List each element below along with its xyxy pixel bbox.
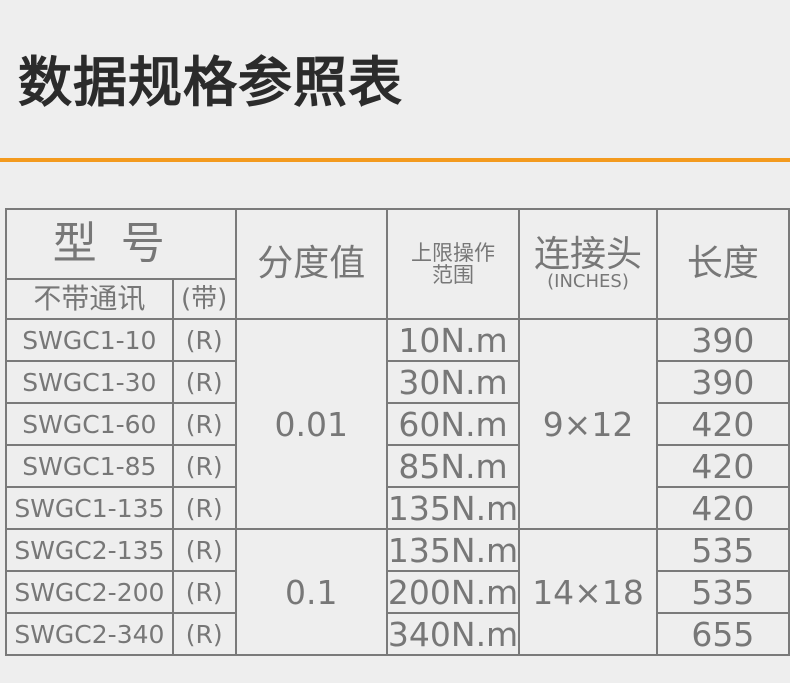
connector-cell: 9×12 [518, 318, 658, 530]
accent-divider [0, 158, 790, 162]
header-range: 上限操作 范围 [385, 208, 521, 320]
model-cell: SWGC2-135 [5, 528, 174, 572]
suffix-cell: (R) [171, 612, 237, 656]
table-row: SWGC1-30 (R) 30N.m 390 [5, 360, 790, 404]
model-cell: SWGC1-60 [5, 402, 174, 446]
table-row: SWGC2-200 (R) 200N.m 535 [5, 570, 790, 614]
connector-cell: 14×18 [518, 528, 658, 656]
range-cell: 60N.m [385, 402, 521, 446]
header-model-no-comm: 不带通讯 [5, 278, 174, 320]
table-row: SWGC2-135 (R) 0.1 135N.m 14×18 535 [5, 528, 790, 656]
range-cell: 340N.m [385, 612, 521, 656]
range-cell: 30N.m [385, 360, 521, 404]
resolution-cell: 0.01 [234, 318, 388, 530]
model-cell: SWGC2-200 [5, 570, 174, 614]
resolution-cell: 0.1 [234, 528, 388, 656]
suffix-cell: (R) [171, 360, 237, 404]
length-cell: 420 [655, 486, 790, 530]
page-title: 数据规格参照表 [18, 51, 403, 114]
range-cell: 10N.m [385, 318, 521, 362]
table-row: SWGC1-135 (R) 135N.m 420 [5, 486, 790, 530]
length-cell: 390 [655, 318, 790, 362]
model-cell: SWGC1-10 [5, 318, 174, 362]
model-cell: SWGC1-85 [5, 444, 174, 488]
range-cell: 135N.m [385, 486, 521, 530]
spec-table: 型号 分度值 上限操作 范围 连接头 (INCHES) 长度 不带通讯 (带) SW… [5, 208, 790, 656]
length-cell: 535 [655, 570, 790, 614]
model-cell: SWGC1-30 [5, 360, 174, 404]
header-model: 型号 [5, 208, 237, 280]
header-connector-unit: (INCHES) [547, 271, 629, 292]
header-range-line1: 上限操作 [411, 240, 496, 265]
suffix-cell: (R) [171, 486, 237, 530]
length-cell: 535 [655, 528, 790, 572]
header-model-with-comm: (带) [171, 278, 237, 320]
suffix-cell: (R) [171, 528, 237, 572]
table-row: SWGC1-10 (R) 0.01 10N.m 9×12 390 [5, 318, 790, 530]
header-resolution: 分度值 [234, 208, 388, 320]
range-cell: 200N.m [385, 570, 521, 614]
header-range-line2: 范围 [432, 263, 475, 287]
table-row: SWGC1-60 (R) 60N.m 420 [5, 402, 790, 446]
range-cell: 85N.m [385, 444, 521, 488]
header-length: 长度 [655, 208, 790, 320]
model-cell: SWGC2-340 [5, 612, 174, 656]
header-connector: 连接头 (INCHES) [518, 208, 658, 320]
suffix-cell: (R) [171, 570, 237, 614]
length-cell: 390 [655, 360, 790, 404]
suffix-cell: (R) [171, 402, 237, 446]
length-cell: 420 [655, 402, 790, 446]
length-cell: 420 [655, 444, 790, 488]
length-cell: 655 [655, 612, 790, 656]
range-cell: 135N.m [385, 528, 521, 572]
table-row: SWGC1-85 (R) 85N.m 420 [5, 444, 790, 488]
model-cell: SWGC1-135 [5, 486, 174, 530]
suffix-cell: (R) [171, 318, 237, 362]
header-connector-label: 连接头 [534, 234, 643, 275]
suffix-cell: (R) [171, 444, 237, 488]
table-row: SWGC2-340 (R) 340N.m 655 [5, 612, 790, 656]
